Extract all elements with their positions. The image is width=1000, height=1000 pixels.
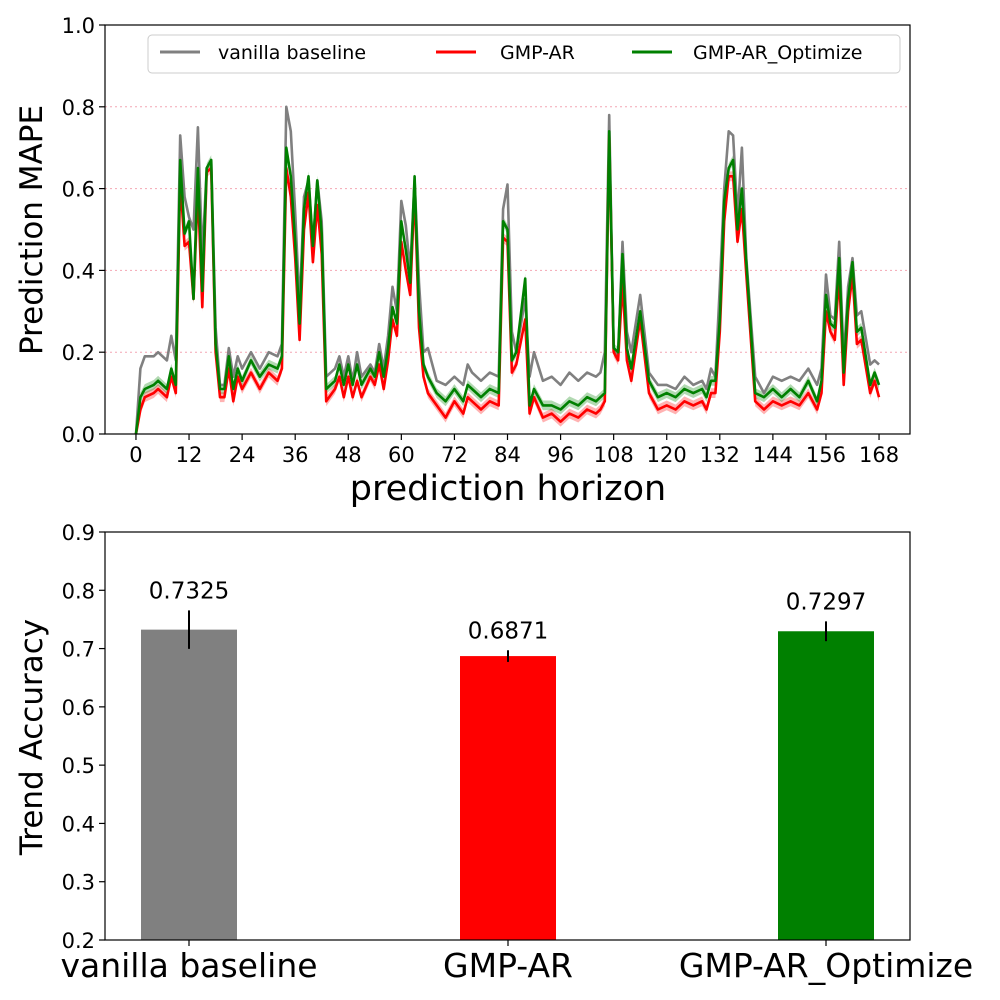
top-y-ticks: 0.0 0.2 0.4 0.6 0.8 1.0 [62, 14, 105, 447]
top-x-tick-label: 156 [806, 443, 846, 467]
bottom-y-tick-label: 0.2 [62, 929, 95, 953]
top-x-tick-label: 36 [282, 443, 309, 467]
series-line-gmp-ar-optimize [134, 130, 881, 435]
top-x-tick-label: 24 [229, 443, 256, 467]
bottom-y-tick-label: 0.6 [62, 696, 95, 720]
bar-value-label-vanilla-baseline: 0.7325 [149, 578, 229, 604]
top-confidence-bands [136, 126, 879, 435]
top-y-tick-label: 0.8 [62, 96, 95, 120]
bar-vanilla-baseline [141, 629, 237, 940]
top-x-tick-label: 120 [647, 443, 687, 467]
series-line-vanilla-baseline [134, 105, 880, 435]
bar-gmp-ar-optimize [778, 631, 874, 940]
top-x-ticks: 0 12 24 36 48 60 72 84 96 108 120 132 144 156 168 [129, 434, 899, 467]
bottom-y-tick-label: 0.8 [62, 579, 95, 603]
top-x-tick-label: 168 [859, 443, 899, 467]
top-x-tick-label: 12 [176, 443, 203, 467]
legend-label-vanilla-baseline: vanilla baseline [218, 42, 366, 64]
top-y-axis-label: Prediction MAPE [14, 105, 50, 355]
band-gmp-ar-optimize [136, 126, 879, 435]
bottom-y-tick-label: 0.7 [62, 638, 95, 662]
category-label-vanilla-baseline: vanilla baseline [60, 946, 317, 985]
top-x-tick-label: 60 [388, 443, 415, 467]
top-y-tick-label: 1.0 [62, 14, 95, 38]
top-y-tick-label: 0.4 [62, 259, 95, 283]
top-x-tick-label: 48 [335, 443, 362, 467]
legend-label-gmp-ar-optimize: GMP-AR_Optimize [693, 42, 863, 64]
top-x-tick-label: 144 [753, 443, 793, 467]
top-y-tick-label: 0.2 [62, 341, 95, 365]
top-x-tick-label: 132 [700, 443, 740, 467]
top-x-tick-label: 0 [129, 443, 142, 467]
category-label-gmp-ar: GMP-AR [443, 946, 573, 985]
top-x-axis-label: prediction horizon [350, 469, 666, 509]
top-x-tick-label: 72 [441, 443, 468, 467]
legend-box [147, 34, 901, 74]
legend: vanilla baseline GMP-AR GMP-AR_Optimize [147, 34, 901, 74]
bottom-y-tick-label: 0.4 [62, 812, 95, 836]
bar-value-labels: 0.7325 0.6871 0.7297 [149, 578, 866, 644]
trend-accuracy-bar-chart: 0.7325 0.6871 0.7297 vanilla baseline GMP-A… [14, 521, 973, 985]
bottom-y-tick-label: 0.5 [62, 754, 95, 778]
bar-value-label-gmp-ar: 0.6871 [468, 618, 548, 644]
bottom-y-tick-label: 0.3 [62, 871, 95, 895]
bottom-y-ticks: 0.2 0.3 0.4 0.5 0.6 0.7 0.8 0.9 [62, 521, 105, 953]
top-y-tick-label: 0.0 [62, 423, 95, 447]
mape-line-chart: 0 12 24 36 48 60 72 84 96 108 120 132 144 156 168 0.00… [14, 14, 911, 509]
top-x-tick-label: 108 [594, 443, 634, 467]
top-series-lines [134, 105, 881, 435]
category-label-gmp-ar-optimize: GMP-AR_Optimize [679, 946, 973, 985]
bar-gmp-ar [460, 656, 556, 940]
legend-label-gmp-ar: GMP-AR [500, 42, 575, 64]
bottom-y-axis-label: Trend Accuracy [14, 619, 50, 856]
bar-value-label-gmp-ar-optimize: 0.7297 [786, 589, 866, 615]
top-y-tick-label: 0.6 [62, 178, 95, 202]
top-x-tick-label: 96 [547, 443, 574, 467]
bottom-x-ticks: vanilla baseline GMP-AR GMP-AR_Optimize [60, 940, 973, 985]
top-x-tick-label: 84 [494, 443, 521, 467]
bottom-y-tick-label: 0.9 [62, 521, 95, 545]
bars [141, 610, 874, 940]
